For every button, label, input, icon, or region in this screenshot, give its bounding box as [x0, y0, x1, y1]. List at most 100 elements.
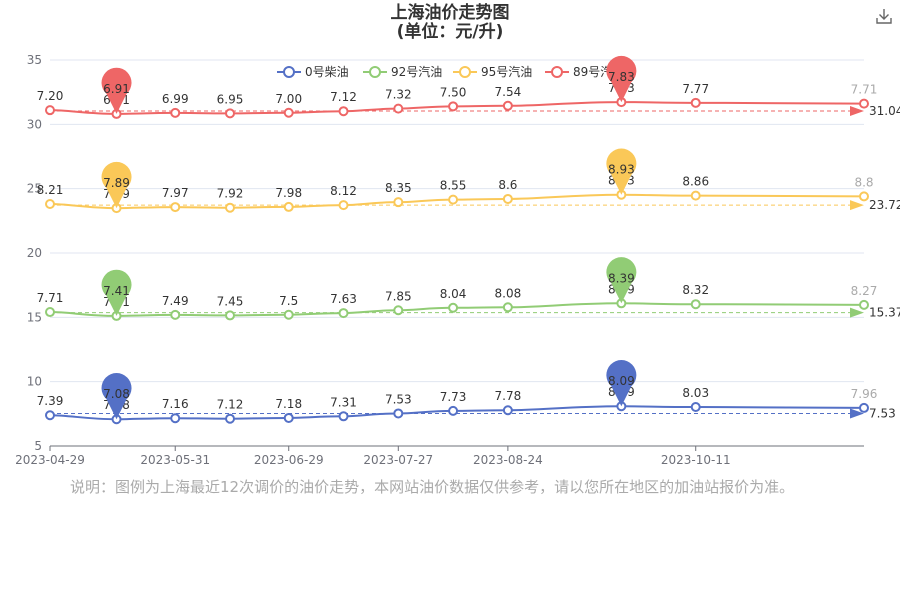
data-label: 7.97: [162, 186, 189, 200]
data-point: [45, 307, 55, 318]
data-label: 7.92: [217, 187, 244, 201]
data-label: 8.55: [440, 179, 467, 193]
data-label: 8.35: [385, 181, 412, 195]
data-point: [170, 107, 181, 118]
data-point: [393, 305, 404, 316]
data-point: [225, 202, 236, 213]
data-label: 7.45: [217, 294, 244, 308]
data-point: [502, 302, 513, 313]
average-arrow: [850, 200, 864, 211]
data-label: 8.12: [330, 184, 357, 198]
data-point: [45, 198, 55, 209]
legend-marker: [459, 66, 471, 78]
data-point: [448, 194, 459, 205]
marker-pin: [101, 67, 132, 114]
data-label: 7.71: [37, 291, 64, 305]
data-point: [338, 200, 349, 211]
data-label: 6.99: [162, 92, 189, 106]
data-point: [338, 411, 349, 422]
legend-label: 0号柴油: [305, 65, 349, 79]
data-label: 7.16: [162, 397, 189, 411]
data-label: 7.32: [385, 88, 412, 102]
series-89号汽油: 31.04 7.20 6.91 6.99 6.95 7.00 7.12 7.32 7.50 7.5…: [37, 55, 900, 119]
data-point: [283, 412, 294, 423]
data-point: [393, 103, 404, 114]
series-92号汽油: 15.37 7.71 7.41 7.49 7.45 7.5 7.63 7.85 8.04 8.08…: [37, 257, 900, 321]
chart-title-line2: (单位：元/升): [396, 22, 504, 42]
marker-pin-label: 8.93: [608, 163, 635, 177]
marker-pin-label: 7.89: [103, 176, 130, 190]
y-tick-label: 5: [34, 439, 42, 453]
chart-title: 上海油价走势图 (单位：元/升): [0, 4, 900, 42]
y-tick-label: 10: [27, 375, 42, 389]
data-point: [393, 197, 404, 208]
data-point: [859, 402, 869, 413]
marker-pin-label: 7.41: [103, 284, 130, 298]
data-point: [45, 410, 55, 421]
data-label: 7.71: [851, 83, 878, 97]
x-tick-label: 2023-10-11: [661, 453, 731, 467]
marker-pin-label: 6.91: [103, 82, 130, 96]
data-label: 7.12: [330, 90, 357, 104]
data-label: 6.95: [217, 92, 244, 106]
data-label: 7.63: [330, 292, 357, 306]
data-point: [859, 98, 869, 109]
data-point: [448, 101, 459, 112]
x-tick-label: 2023-04-29: [15, 453, 85, 467]
marker-pin: [606, 55, 637, 103]
y-tick-label: 20: [27, 246, 42, 260]
marker-pin-label: 8.09: [608, 374, 635, 388]
average-label: 15.37: [869, 306, 900, 320]
y-tick-label: 30: [27, 117, 42, 131]
legend-marker: [369, 66, 381, 78]
download-icon[interactable]: [874, 6, 894, 26]
data-point: [170, 202, 181, 213]
data-point: [338, 308, 349, 319]
data-point: [502, 405, 513, 416]
data-label: 8.03: [682, 386, 709, 400]
line-chart: 5 10 15 20 25 30 35 2023-04-29 2023-05-31 2023-06…: [15, 53, 900, 467]
legend-label: 95号汽油: [481, 64, 532, 79]
data-label: 8.8: [854, 175, 873, 189]
data-label: 7.96: [851, 387, 878, 401]
data-label: 7.12: [217, 398, 244, 412]
data-point: [283, 309, 294, 320]
data-label: 7.20: [37, 89, 64, 103]
data-point: [338, 106, 349, 117]
data-label: 7.18: [275, 397, 302, 411]
data-label: 7.00: [275, 92, 302, 106]
data-point: [502, 193, 513, 204]
x-tick-label: 2023-06-29: [254, 453, 324, 467]
data-point: [502, 100, 513, 111]
chart-title-line1: 上海油价走势图: [390, 3, 510, 23]
data-point: [283, 107, 294, 118]
y-tick-label: 35: [27, 53, 42, 67]
data-label: 8.86: [682, 175, 709, 189]
marker-pin: [606, 257, 637, 304]
data-label: 7.5: [279, 294, 298, 308]
data-point: [225, 108, 236, 119]
data-label: 7.78: [495, 389, 522, 403]
marker-pin: [101, 373, 132, 420]
data-label: 8.08: [495, 286, 522, 300]
y-tick-label: 25: [27, 182, 42, 196]
average-label: 7.53: [869, 406, 896, 420]
series-0号柴油: 7.53 7.39 7.08 7.16 7.12 7.18 7.31 7.53 7.73 7.78…: [37, 360, 896, 425]
data-label: 8.6: [498, 178, 517, 192]
data-label: 7.31: [330, 395, 357, 409]
data-label: 8.21: [37, 183, 64, 197]
data-label: 7.77: [682, 82, 709, 96]
marker-pin-label: 8.39: [608, 271, 635, 285]
marker-pin: [101, 269, 132, 316]
data-label: 7.73: [440, 390, 467, 404]
average-label: 31.04: [869, 104, 900, 118]
y-tick-label: 15: [27, 310, 42, 324]
data-point: [448, 405, 459, 416]
x-tick-label: 2023-08-24: [473, 453, 543, 467]
data-label: 7.85: [385, 289, 412, 303]
data-label: 7.49: [162, 294, 189, 308]
average-arrow: [850, 307, 864, 318]
data-point: [859, 191, 869, 202]
marker-pin: [101, 161, 132, 209]
series-95号汽油: 23.72 8.21 7.89 7.97 7.92 7.98 8.12 8.35 8.55 8.6…: [37, 148, 900, 214]
